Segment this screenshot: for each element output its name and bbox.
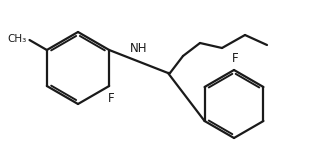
Text: F: F [232,52,238,65]
Text: F: F [108,92,115,105]
Text: CH₃: CH₃ [7,34,26,44]
Text: NH: NH [130,41,147,54]
